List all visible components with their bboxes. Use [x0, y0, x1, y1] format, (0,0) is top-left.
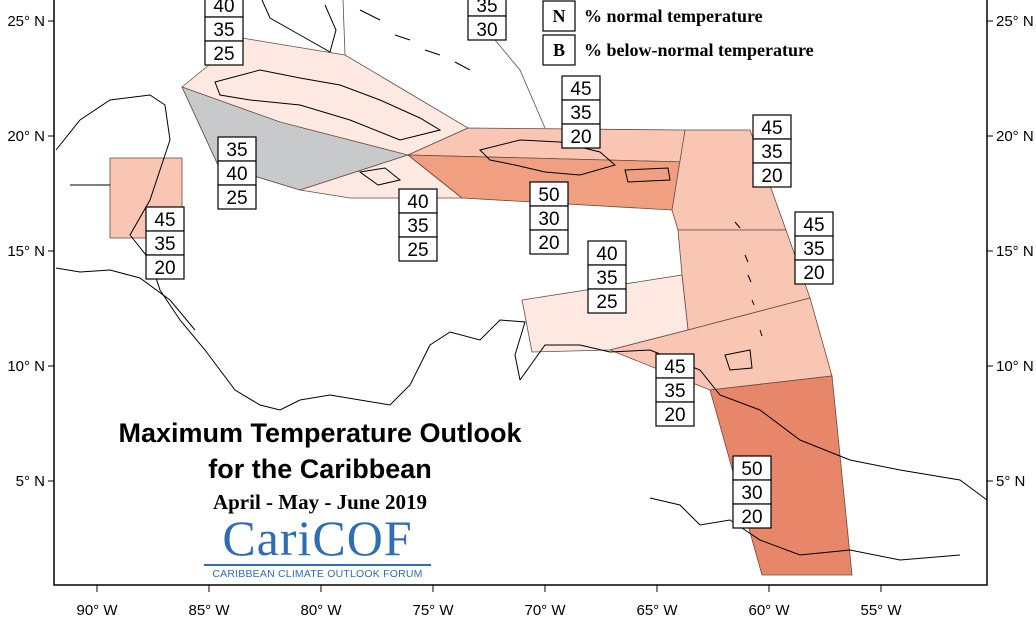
legend: N % normal temperature B % below-normal … — [542, 0, 814, 66]
prob-value: 50 — [741, 459, 762, 480]
x-tick-label: 80° W — [300, 602, 342, 619]
legend-label: % normal temperature — [584, 6, 763, 26]
prob-value: 35 — [154, 234, 175, 255]
prob-box-guianas: 50 30 20 — [732, 455, 772, 529]
y-tick-labels-left: 25° N 20° N 15° N 10° N 5° N — [7, 13, 45, 490]
legend-label: % below-normal temperature — [584, 40, 814, 60]
legend-code: B — [553, 40, 565, 60]
prob-value: 40 — [213, 0, 234, 17]
map-period: April - May - June 2019 — [212, 490, 428, 514]
legend-code: N — [553, 6, 566, 26]
prob-value: 25 — [596, 292, 617, 313]
x-tick-label: 55° W — [860, 602, 902, 619]
prob-value: 45 — [570, 79, 591, 100]
prob-box-cuba-north: 40 35 25 — [204, 0, 244, 66]
prob-box-belize: 45 35 20 — [145, 206, 185, 280]
prob-value: 35 — [226, 140, 247, 161]
prob-value: 20 — [664, 405, 685, 426]
y-tick-label: 20° N — [7, 128, 45, 145]
prob-box-leeward: 45 35 20 — [752, 114, 792, 188]
prob-value: 35 — [803, 239, 824, 260]
y-tick-label: 10° N — [7, 358, 45, 375]
prob-value: 25 — [226, 188, 247, 209]
prob-value: 20 — [761, 166, 782, 187]
prob-value: 30 — [741, 483, 762, 504]
prob-value: 20 — [741, 507, 762, 528]
prob-value: 35 — [761, 142, 782, 163]
probability-boxes: 35 30 40 35 25 35 40 25 40 35 25 45 35 2… — [145, 0, 834, 529]
logo-wordmark: CariCOF — [222, 510, 413, 566]
prob-box-hispaniola-pr: 50 30 20 — [529, 181, 569, 255]
prob-box-hispaniola-north: 45 35 20 — [561, 75, 601, 149]
map-title: Maximum Temperature Outlook — [118, 418, 522, 448]
prob-value: 45 — [154, 210, 175, 231]
x-tick-label: 60° W — [748, 602, 790, 619]
legend-code-box: N — [542, 0, 576, 32]
y-tick-label: 20° N — [996, 128, 1034, 145]
legend-code-box: B — [542, 34, 576, 66]
prob-value: 45 — [664, 357, 685, 378]
logo-rule — [204, 564, 431, 566]
prob-value: 20 — [570, 127, 591, 148]
prob-box-bahamas: 35 30 — [467, 0, 507, 41]
prob-value: 25 — [407, 240, 428, 261]
region-bahamas-line — [342, 0, 346, 56]
prob-value: 20 — [154, 258, 175, 279]
prob-value: 20 — [538, 233, 559, 254]
y-tick-labels-right: 25° N 20° N 15° N 10° N 5° N — [996, 13, 1034, 490]
x-tick-label: 70° W — [524, 602, 566, 619]
map-subtitle: for the Caribbean — [208, 454, 432, 484]
logo-subtitle: CARIBBEAN CLIMATE OUTLOOK FORUM — [212, 568, 423, 580]
y-tick-label: 25° N — [7, 13, 45, 30]
prob-value: 35 — [407, 216, 428, 237]
x-tick-labels: 90° W 85° W 80° W 75° W 70° W 65° W 60° … — [76, 602, 902, 619]
prob-value: 35 — [664, 381, 685, 402]
prob-box-cuba-west: 35 40 25 — [217, 136, 257, 210]
prob-value: 30 — [476, 20, 497, 41]
x-tick-label: 90° W — [76, 602, 118, 619]
prob-value: 45 — [761, 118, 782, 139]
prob-value: 25 — [213, 44, 234, 65]
prob-value: 35 — [570, 103, 591, 124]
y-tick-label: 15° N — [7, 243, 45, 260]
prob-value: 35 — [213, 20, 234, 41]
prob-box-jamaica: 40 35 25 — [398, 188, 438, 262]
x-tick-label: 75° W — [412, 602, 454, 619]
y-tick-label: 15° N — [996, 243, 1034, 260]
caricof-logo: CariCOF CARIBBEAN CLIMATE OUTLOOK FORUM — [200, 512, 435, 580]
prob-box-abc: 40 35 25 — [587, 240, 627, 314]
prob-value: 45 — [803, 215, 824, 236]
prob-value: 35 — [476, 0, 497, 17]
prob-value: 30 — [538, 209, 559, 230]
x-tick-label: 65° W — [636, 602, 678, 619]
prob-value: 40 — [226, 164, 247, 185]
coastlines — [55, 0, 988, 561]
y-tick-label: 5° N — [16, 473, 45, 490]
prob-value: 50 — [538, 185, 559, 206]
prob-value: 40 — [596, 244, 617, 265]
prob-box-windward: 45 35 20 — [794, 211, 834, 285]
prob-value: 35 — [596, 268, 617, 289]
axis-ticks — [48, 20, 993, 592]
prob-box-trinidad: 45 35 20 — [655, 353, 695, 427]
prob-value: 20 — [803, 263, 824, 284]
y-tick-label: 25° N — [996, 13, 1034, 30]
y-tick-label: 5° N — [996, 473, 1025, 490]
x-tick-label: 85° W — [188, 602, 230, 619]
y-tick-label: 10° N — [996, 358, 1034, 375]
prob-value: 40 — [407, 192, 428, 213]
